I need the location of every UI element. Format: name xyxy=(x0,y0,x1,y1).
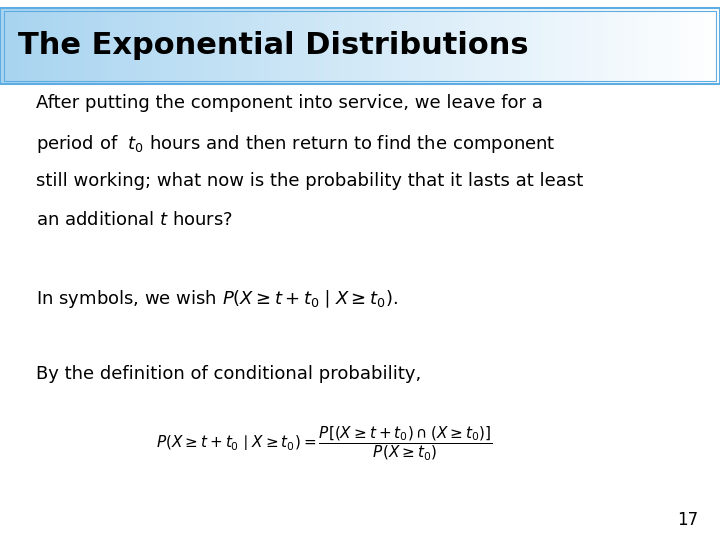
Text: an additional $t$ hours?: an additional $t$ hours? xyxy=(36,211,233,229)
Text: 17: 17 xyxy=(678,511,698,529)
Text: The Exponential Distributions: The Exponential Distributions xyxy=(18,31,528,60)
Text: still working; what now is the probability that it lasts at least: still working; what now is the probabili… xyxy=(36,172,583,190)
Text: After putting the component into service, we leave for a: After putting the component into service… xyxy=(36,94,543,112)
Text: In symbols, we wish $P(X \geq t + t_0 \mid X \geq t_0)$.: In symbols, we wish $P(X \geq t + t_0 \m… xyxy=(36,288,398,310)
Text: period of  $t_0$ hours and then return to find the component: period of $t_0$ hours and then return to… xyxy=(36,133,556,156)
Text: $P(X \geq t + t_0 \mid X \geq t_0) = \dfrac{P[(X \geq t + t_0) \cap (X \geq t_0): $P(X \geq t + t_0 \mid X \geq t_0) = \df… xyxy=(156,425,492,463)
Text: By the definition of conditional probability,: By the definition of conditional probabi… xyxy=(36,364,421,382)
